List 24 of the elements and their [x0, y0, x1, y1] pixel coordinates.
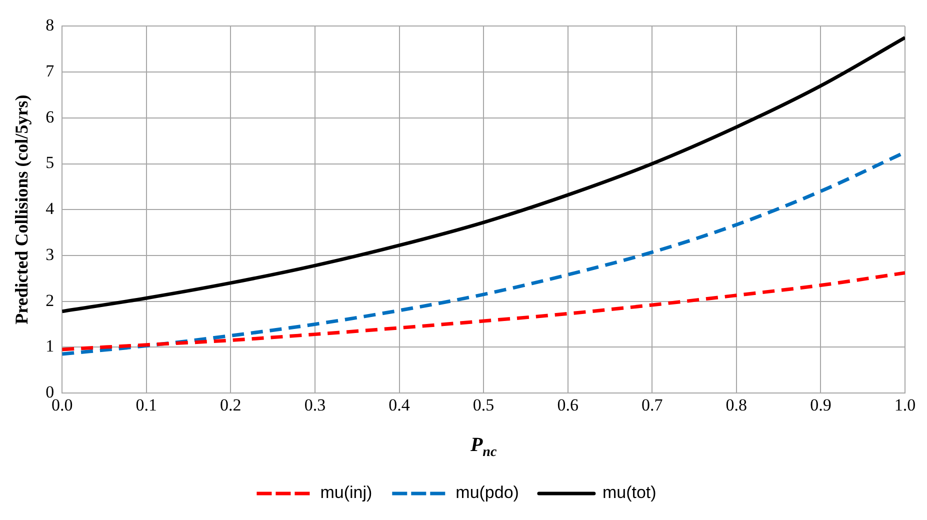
legend-label: mu(inj) [320, 483, 372, 502]
x-tick-label: 0.5 [472, 396, 494, 415]
x-tick-label: 0.2 [220, 396, 242, 415]
legend-label: mu(pdo) [456, 483, 519, 502]
x-tick-label: 0.4 [388, 396, 410, 415]
x-tick-label: 0.8 [726, 396, 748, 415]
legend-label: mu(tot) [602, 483, 656, 502]
x-tick-label: 0.1 [136, 396, 158, 415]
y-tick-label: 3 [46, 244, 54, 264]
x-tick-label: 0.7 [642, 396, 664, 415]
y-tick-label: 4 [46, 199, 55, 218]
x-tick-label: 0.6 [557, 396, 578, 415]
x-tick-label: 0.9 [810, 396, 832, 415]
x-tick-label: 1.0 [894, 396, 916, 415]
y-tick-label: 2 [46, 290, 54, 310]
y-tick-label: 7 [46, 62, 55, 81]
y-tick-label: 6 [46, 107, 54, 126]
line-series [62, 271, 905, 352]
y-tick-label: 1 [46, 336, 54, 356]
line-series [62, 36, 905, 314]
y-tick-label: 8 [46, 16, 54, 35]
y-tick-label: 5 [46, 153, 54, 172]
x-tick-label: 0.3 [304, 396, 326, 415]
y-axis-title: Predicted Collisions (col/5yrs) [11, 94, 32, 324]
